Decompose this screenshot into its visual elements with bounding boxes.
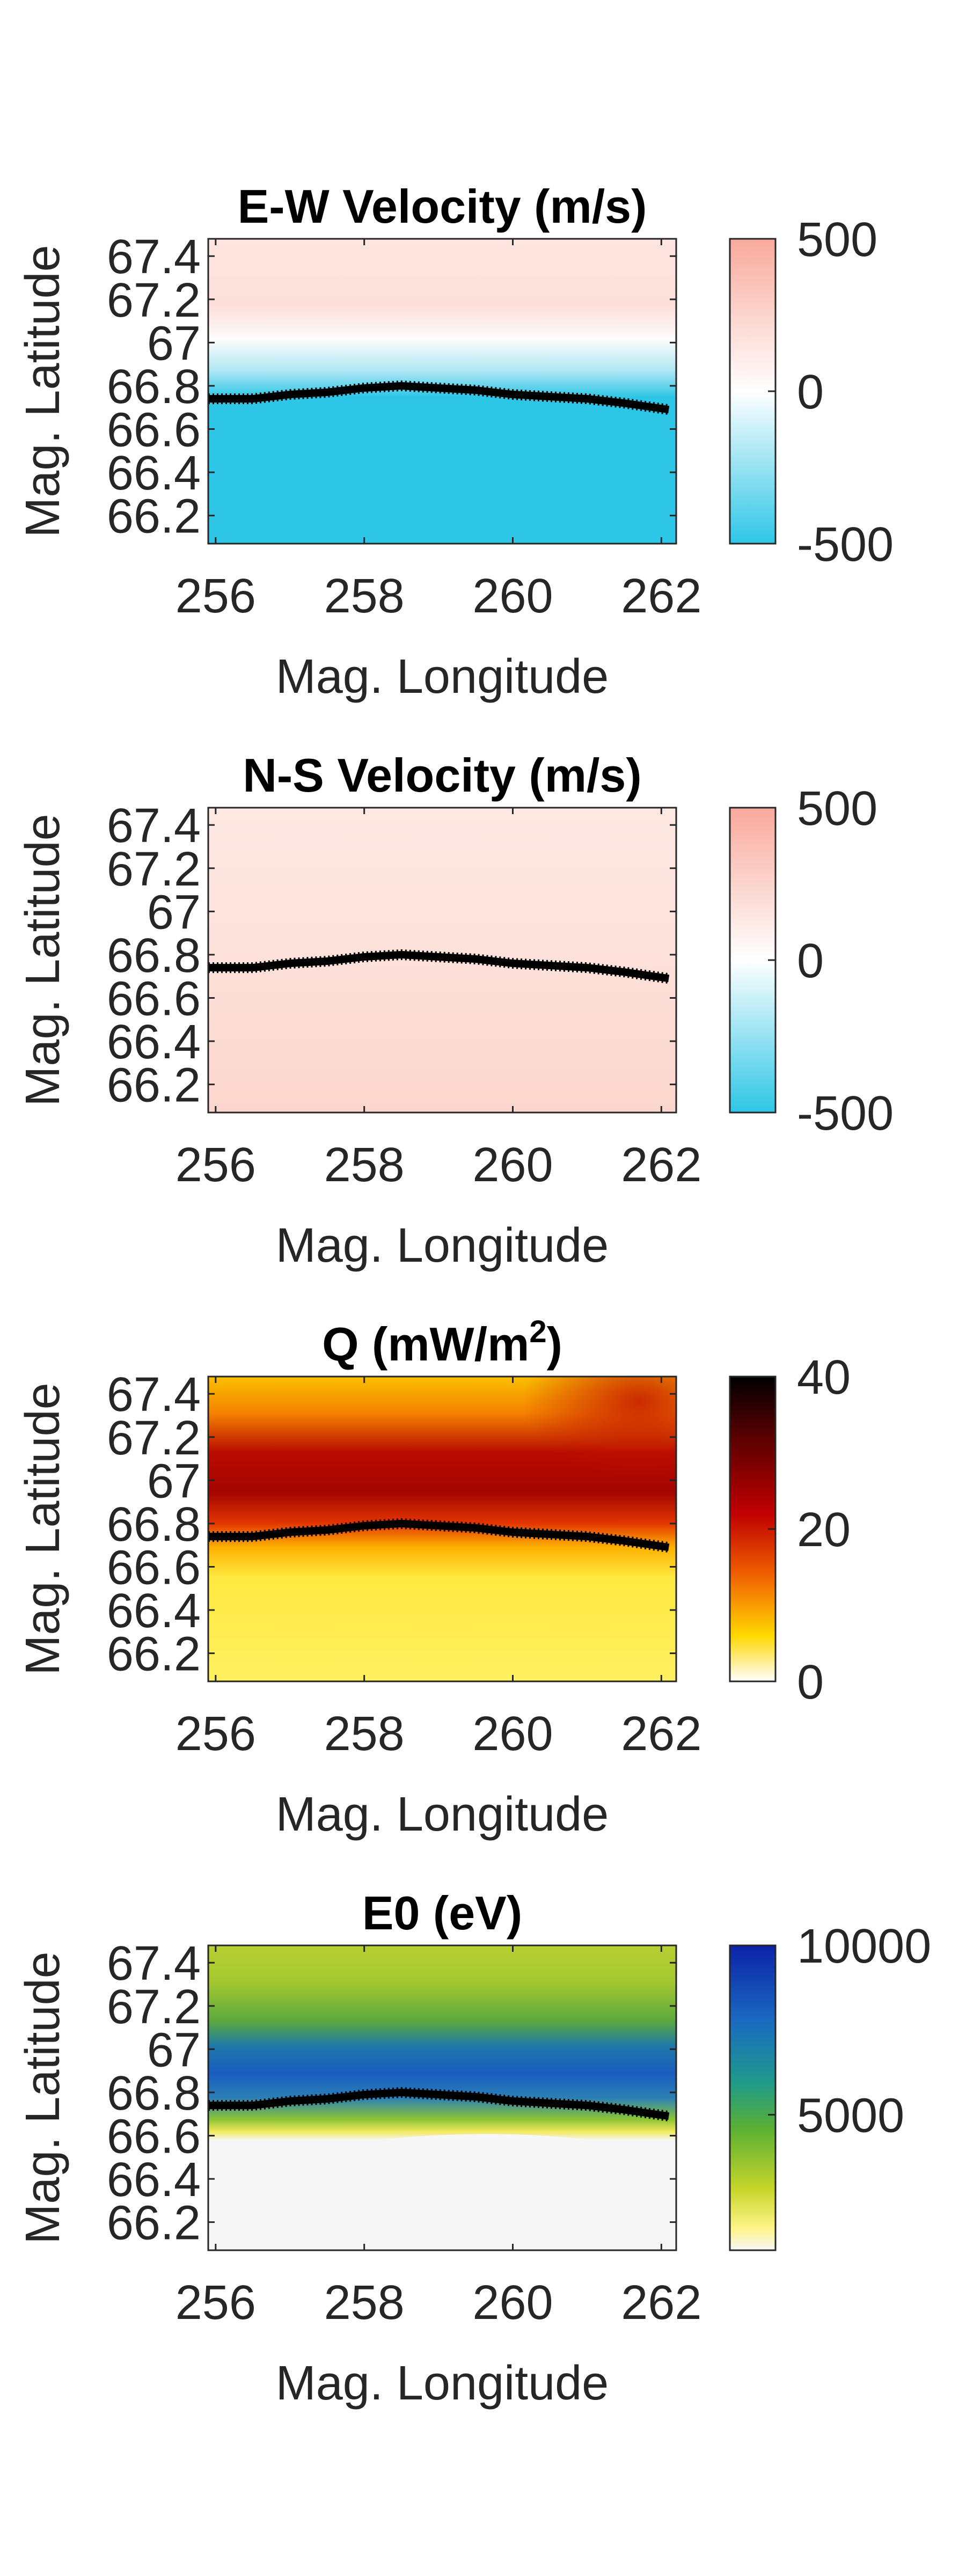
y-tick-label: 66.4 <box>107 447 201 500</box>
x-tick-label: 262 <box>621 1138 701 1192</box>
x-tick-label: 258 <box>324 1138 405 1192</box>
colorbar <box>729 1944 777 2251</box>
chart-title: E-W Velocity (m/s) <box>238 180 647 233</box>
chart-title: N-S Velocity (m/s) <box>243 749 641 802</box>
boundary-line <box>208 382 670 414</box>
y-tick-label: 66.2 <box>107 1059 201 1113</box>
colorbar-tick-label: 500 <box>797 782 877 836</box>
y-axis-label: Mag. Latitude <box>16 1951 70 2244</box>
chart-title-superscript: 2 <box>529 1314 546 1349</box>
chart-panel-4: E0 (eV)256 258 260 26266.266.466.666.86767.… <box>16 1886 931 2410</box>
colorbar-tick-label: 40 <box>797 1351 851 1404</box>
boundary-markers-upper <box>208 380 669 407</box>
x-axis-label: Mag. Longitude <box>276 650 609 704</box>
chart-title: Q (mW/m2) <box>322 1314 562 1371</box>
colorbar-tick-label: -500 <box>797 518 894 572</box>
y-tick-label: 66.8 <box>107 2067 201 2120</box>
x-tick-label: 258 <box>324 1707 405 1761</box>
y-axis-label: Mag. Latitude <box>16 1382 70 1675</box>
boundary-markers-lower <box>208 2095 669 2122</box>
y-tick-label: 66.6 <box>107 972 201 1026</box>
y-tick-label: 67 <box>147 317 201 370</box>
x-tick-label: 260 <box>472 1707 553 1761</box>
y-axis-label: Mag. Latitude <box>16 245 70 537</box>
y-tick-label: 66.4 <box>107 1584 201 1638</box>
x-tick-label: 260 <box>472 2276 553 2330</box>
boundary-markers-lower <box>208 1526 669 1553</box>
boundary-markers-lower <box>208 389 669 415</box>
colorbar-tick-label: 0 <box>797 1656 824 1709</box>
x-tick-label: 260 <box>472 1138 553 1192</box>
axes-box <box>207 1375 677 1682</box>
y-tick-label: 67.2 <box>107 274 201 327</box>
y-tick-label: 66.2 <box>107 1628 201 1681</box>
x-tick-label: 262 <box>621 1707 701 1761</box>
y-tick-label: 66.4 <box>107 1015 201 1069</box>
colorbar <box>729 1375 777 1682</box>
axes-box <box>207 807 677 1114</box>
x-tick-label: 262 <box>621 2276 701 2330</box>
y-tick-label: 66.4 <box>107 2153 201 2207</box>
x-tick-label: 258 <box>324 2276 405 2330</box>
y-tick-label: 67.4 <box>107 1368 201 1422</box>
x-tick-label: 256 <box>175 569 256 623</box>
colorbar-tick-label: 20 <box>797 1503 851 1557</box>
boundary-markers-upper <box>208 949 669 976</box>
colorbar-tick-label: 0 <box>797 365 824 419</box>
boundary-markers-upper <box>208 2087 669 2113</box>
y-tick-label: 67 <box>147 885 201 939</box>
axes-box <box>207 238 677 545</box>
x-axis-label: Mag. Longitude <box>276 1788 609 1841</box>
boundary-line <box>208 2088 670 2120</box>
y-axis-label: Mag. Latitude <box>16 814 70 1106</box>
x-axis-label: Mag. Longitude <box>276 2357 609 2410</box>
axes-box <box>207 1944 677 2251</box>
colorbar-tick-label: 0 <box>797 934 824 988</box>
chart-panel-1: E-W Velocity (m/s)256 258 260 26266.266.466… <box>16 180 894 704</box>
x-tick-label: 256 <box>175 2276 256 2330</box>
y-tick-label: 66.2 <box>107 490 201 544</box>
boundary-markers-upper <box>208 1518 669 1545</box>
y-tick-label: 66.6 <box>107 1541 201 1594</box>
heatmap-zero-region <box>208 2134 676 2250</box>
colorbar-tick-label: 5000 <box>797 2089 904 2143</box>
colorbar-tick-label: -500 <box>797 1087 894 1140</box>
x-tick-label: 258 <box>324 569 405 623</box>
chart-title: E0 (eV) <box>362 1886 522 1940</box>
x-tick-label: 262 <box>621 569 701 623</box>
y-tick-label: 66.2 <box>107 2197 201 2250</box>
chart-panel-2: N-S Velocity (m/s)256 258 260 26266.266.466… <box>16 749 894 1272</box>
boundary-line <box>208 950 670 983</box>
y-tick-label: 66.8 <box>107 360 201 414</box>
boundary-markers-lower <box>208 957 669 984</box>
chart-panel-3: Q (mW/m2)256 258 260 26266.266.466.666.8676… <box>16 1314 851 1841</box>
x-tick-label: 260 <box>472 569 553 623</box>
y-tick-label: 66.6 <box>107 403 201 457</box>
colorbar-tick-label: 10000 <box>797 1920 931 1973</box>
x-tick-label: 256 <box>175 1138 256 1192</box>
y-tick-label: 67.2 <box>107 843 201 896</box>
y-tick-label: 67.4 <box>107 799 201 853</box>
boundary-line <box>208 1519 670 1552</box>
colorbar-tick-label: 500 <box>797 213 877 267</box>
y-tick-label: 66.8 <box>107 929 201 983</box>
x-tick-label: 256 <box>175 1707 256 1761</box>
x-axis-label: Mag. Longitude <box>276 1219 609 1272</box>
y-tick-label: 67.2 <box>107 1411 201 1465</box>
y-tick-label: 67.4 <box>107 230 201 284</box>
chart-title-end: ) <box>547 1318 562 1371</box>
y-tick-label: 67 <box>147 2023 201 2077</box>
y-tick-label: 67 <box>147 1454 201 1508</box>
y-tick-label: 67.2 <box>107 1980 201 2034</box>
y-tick-label: 67.4 <box>107 1937 201 1990</box>
y-tick-label: 66.6 <box>107 2110 201 2163</box>
y-tick-label: 66.8 <box>107 1498 201 1552</box>
panels: E-W Velocity (m/s)256 258 260 26266.266.466… <box>16 180 931 2410</box>
